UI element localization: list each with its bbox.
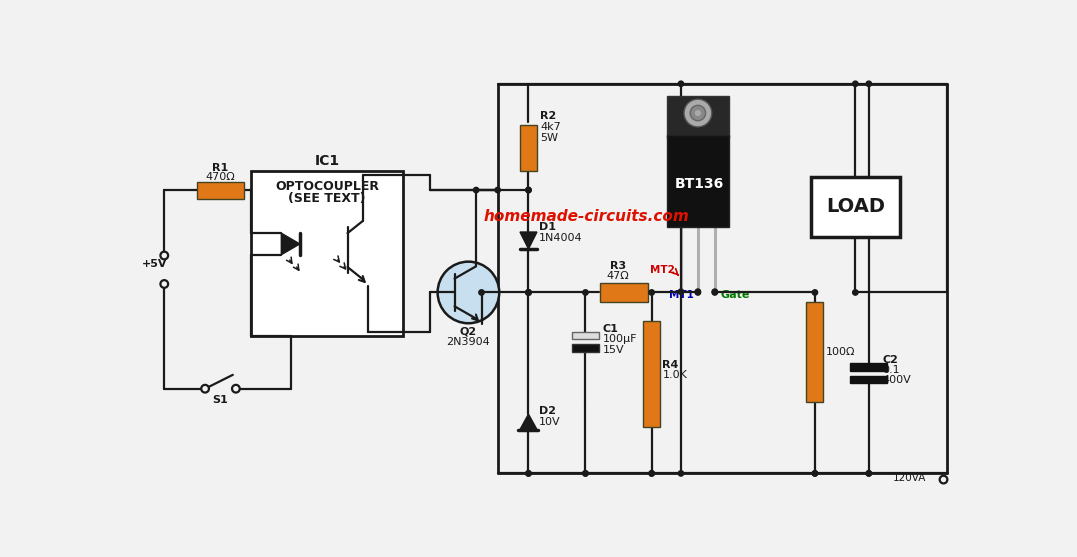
Text: 10V: 10V [540,417,561,427]
Text: MT1: MT1 [669,290,694,300]
Text: 15V: 15V [602,345,624,354]
Bar [667,96,729,139]
Circle shape [679,81,684,86]
Polygon shape [281,233,299,255]
Circle shape [866,471,871,476]
Text: 2N3904: 2N3904 [447,337,490,347]
Circle shape [526,290,531,295]
Circle shape [690,105,705,121]
Text: 5W: 5W [540,133,558,143]
Circle shape [649,290,655,295]
Text: C2: C2 [883,355,898,365]
Bar [197,182,243,198]
Circle shape [712,289,717,295]
Text: R2: R2 [540,111,557,121]
Circle shape [232,385,240,393]
Text: R1: R1 [212,163,228,173]
Circle shape [866,471,871,476]
Text: +5V: +5V [141,259,167,269]
Circle shape [437,262,500,323]
Circle shape [526,187,531,193]
Text: 100μF: 100μF [602,335,637,344]
Text: MT2: MT2 [649,265,675,275]
Circle shape [712,290,717,295]
Text: 1.0K: 1.0K [662,370,687,380]
Circle shape [583,290,588,295]
Circle shape [684,99,712,127]
Circle shape [695,110,701,116]
Text: Q2: Q2 [460,327,477,337]
Circle shape [812,290,817,295]
Bar [643,321,660,427]
Circle shape [526,290,531,295]
Text: LOAD: LOAD [826,198,885,217]
Circle shape [695,290,700,295]
Circle shape [649,471,655,476]
Text: IC1: IC1 [314,154,339,168]
Circle shape [201,385,209,393]
Circle shape [479,290,485,295]
Bar [251,171,403,336]
Circle shape [679,471,684,476]
Text: 4k7: 4k7 [540,122,561,132]
Text: 100Ω: 100Ω [826,347,855,356]
Text: homemade-circuits.com: homemade-circuits.com [484,209,689,224]
Text: D1: D1 [540,222,556,232]
Text: OPTOCOUPLER: OPTOCOUPLER [275,180,379,193]
Bar [811,177,899,237]
Circle shape [853,81,858,86]
Circle shape [160,252,168,260]
Bar [807,302,824,402]
Text: Gate: Gate [721,290,751,300]
Text: D2: D2 [540,406,556,416]
Text: 47Ω: 47Ω [606,271,629,281]
Polygon shape [520,232,537,249]
Bar [851,375,887,383]
Circle shape [939,476,948,483]
Circle shape [866,81,871,86]
Circle shape [526,290,531,295]
Text: R4: R4 [662,360,679,370]
Text: S1: S1 [212,394,228,404]
Text: 400V: 400V [883,375,911,385]
Text: 120VA: 120VA [893,473,926,483]
Text: (SEE TEXT): (SEE TEXT) [289,192,366,206]
Bar [520,125,537,171]
Text: 0.1: 0.1 [883,365,900,375]
Circle shape [853,290,858,295]
Circle shape [649,471,655,476]
Circle shape [679,289,684,295]
Bar [851,363,887,371]
Polygon shape [520,414,537,429]
Bar [572,333,599,339]
Circle shape [526,187,531,193]
Text: R3: R3 [610,261,626,271]
Circle shape [495,187,501,193]
Bar [600,283,648,302]
Circle shape [812,471,817,476]
Circle shape [812,471,817,476]
Text: C1: C1 [602,325,618,335]
Circle shape [526,471,531,476]
Circle shape [526,471,531,476]
Circle shape [160,280,168,288]
Circle shape [583,471,588,476]
Circle shape [474,187,479,193]
Circle shape [583,471,588,476]
Circle shape [695,289,700,295]
Text: 470Ω: 470Ω [206,172,236,182]
Text: 1N4004: 1N4004 [540,233,583,243]
Bar [667,135,729,227]
Text: BT136: BT136 [675,178,724,192]
Bar [572,344,599,351]
